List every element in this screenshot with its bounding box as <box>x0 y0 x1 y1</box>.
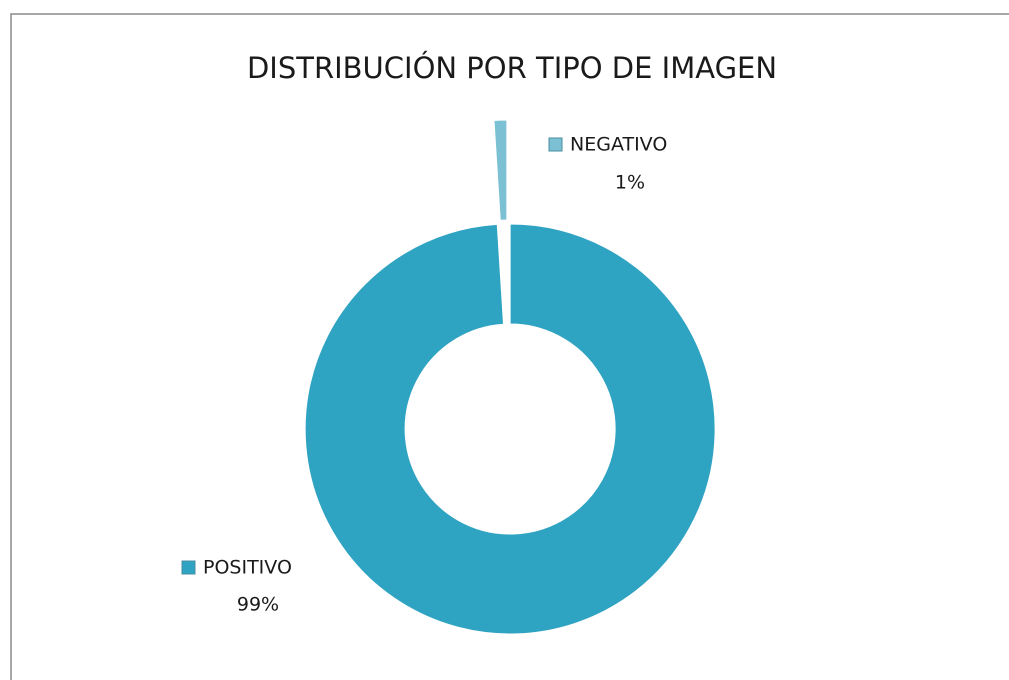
donut-slice <box>493 119 508 221</box>
value-label: 99% <box>237 594 279 616</box>
category-label: NEGATIVO <box>570 134 667 156</box>
category-label: POSITIVO <box>203 557 292 579</box>
value-label: 1% <box>615 172 645 194</box>
chart-title: DISTRIBUCIÓN POR TIPO DE IMAGEN <box>247 51 777 85</box>
legend-swatch <box>548 137 563 152</box>
legend-swatch <box>181 560 196 575</box>
donut-slice <box>304 223 716 635</box>
